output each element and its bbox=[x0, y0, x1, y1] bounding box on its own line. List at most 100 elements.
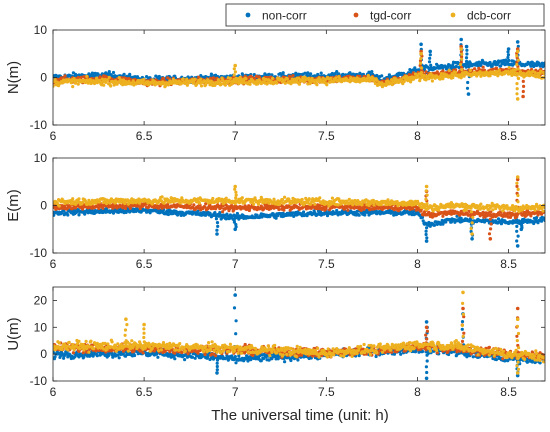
data-point bbox=[274, 216, 278, 220]
data-point bbox=[285, 77, 289, 81]
data-point bbox=[196, 209, 200, 213]
data-point bbox=[57, 84, 61, 88]
spike-point bbox=[515, 92, 519, 96]
data-point bbox=[233, 355, 237, 359]
data-point bbox=[302, 210, 306, 214]
data-point bbox=[427, 77, 431, 81]
data-point bbox=[117, 356, 121, 360]
data-point bbox=[202, 79, 206, 83]
spike-point bbox=[515, 181, 519, 185]
spike-point bbox=[515, 54, 519, 58]
spike-point bbox=[470, 237, 474, 241]
data-point bbox=[346, 208, 350, 212]
series-tgd-corr bbox=[53, 177, 545, 241]
data-point bbox=[245, 354, 249, 358]
data-point bbox=[429, 72, 433, 76]
data-point bbox=[85, 74, 89, 78]
spike-point bbox=[471, 215, 475, 219]
data-point bbox=[107, 353, 111, 358]
spike-point bbox=[515, 49, 520, 54]
data-point bbox=[60, 204, 64, 208]
data-point bbox=[315, 83, 319, 87]
data-point bbox=[97, 200, 102, 204]
data-point bbox=[206, 78, 210, 82]
spike-point bbox=[469, 210, 474, 214]
data-point bbox=[71, 197, 75, 201]
spike-point bbox=[466, 80, 470, 85]
data-point bbox=[506, 69, 510, 73]
data-point bbox=[283, 81, 287, 85]
spike-point bbox=[233, 187, 237, 191]
data-point bbox=[138, 201, 142, 205]
spike-point bbox=[516, 200, 520, 204]
data-point bbox=[202, 210, 206, 214]
data-point bbox=[199, 77, 203, 81]
data-point bbox=[218, 211, 222, 215]
spike-point bbox=[516, 187, 520, 191]
spike-point bbox=[215, 228, 219, 232]
data-point bbox=[451, 63, 455, 67]
data-point bbox=[310, 76, 314, 80]
data-point bbox=[96, 72, 100, 76]
data-point bbox=[488, 74, 492, 78]
spike-point bbox=[465, 59, 469, 64]
data-point bbox=[77, 197, 81, 201]
data-point bbox=[441, 69, 445, 73]
spike-point bbox=[515, 40, 520, 44]
data-point bbox=[179, 213, 183, 217]
data-point bbox=[457, 65, 461, 70]
data-point bbox=[185, 77, 189, 81]
scatter-points bbox=[53, 37, 545, 101]
data-point bbox=[63, 74, 67, 78]
spike-point bbox=[516, 193, 520, 198]
spike-point bbox=[489, 227, 493, 231]
data-point bbox=[76, 82, 80, 86]
data-point bbox=[79, 75, 83, 79]
data-point bbox=[494, 66, 498, 70]
data-point bbox=[386, 198, 390, 202]
data-point bbox=[542, 63, 545, 68]
spike-point bbox=[419, 68, 424, 72]
series-dcb-corr bbox=[53, 47, 545, 101]
y-axis-label: N(m) bbox=[5, 61, 22, 94]
data-point bbox=[166, 212, 170, 217]
data-point bbox=[380, 74, 384, 78]
spike-point bbox=[234, 193, 238, 197]
scatter-points bbox=[53, 290, 545, 381]
spike-point bbox=[424, 229, 428, 233]
data-point bbox=[244, 77, 248, 81]
spike-point bbox=[234, 76, 238, 80]
spike-point bbox=[419, 71, 423, 75]
spike-point bbox=[420, 66, 424, 70]
spike-point bbox=[466, 92, 471, 96]
data-point bbox=[337, 75, 341, 79]
spike-point bbox=[465, 48, 469, 52]
data-point bbox=[178, 201, 182, 205]
data-point bbox=[441, 77, 445, 81]
y-tick-label: 10 bbox=[34, 23, 48, 37]
data-point bbox=[444, 220, 448, 224]
data-point bbox=[209, 72, 213, 76]
data-point bbox=[362, 207, 366, 211]
data-point bbox=[329, 76, 333, 80]
data-point bbox=[230, 204, 234, 208]
spike-point bbox=[516, 234, 520, 238]
data-point bbox=[347, 197, 351, 201]
data-point bbox=[336, 203, 340, 207]
data-point bbox=[497, 68, 501, 72]
data-point bbox=[358, 74, 362, 78]
x-tick-label: 6.5 bbox=[136, 129, 153, 143]
data-point bbox=[491, 208, 495, 212]
x-tick-label: 8 bbox=[414, 257, 421, 271]
data-point bbox=[90, 352, 94, 356]
spike-point bbox=[515, 224, 519, 228]
data-point bbox=[439, 72, 444, 76]
plot-area bbox=[53, 287, 545, 381]
data-point bbox=[319, 71, 323, 75]
data-point bbox=[424, 78, 428, 82]
data-point bbox=[72, 77, 76, 81]
data-point bbox=[300, 197, 304, 202]
spike-point bbox=[507, 58, 511, 63]
